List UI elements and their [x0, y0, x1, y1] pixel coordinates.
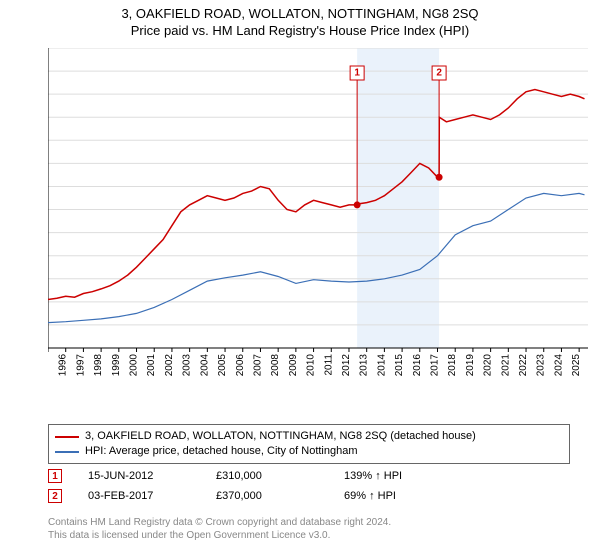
svg-text:1: 1	[354, 68, 360, 79]
svg-text:2016: 2016	[412, 354, 423, 377]
svg-text:2007: 2007	[252, 354, 263, 377]
svg-text:2023: 2023	[536, 354, 547, 377]
svg-text:2022: 2022	[518, 354, 529, 377]
svg-text:2: 2	[436, 68, 442, 79]
footer-attribution: Contains HM Land Registry data © Crown c…	[48, 516, 568, 542]
svg-text:2020: 2020	[483, 354, 494, 377]
svg-text:1995: 1995	[48, 354, 51, 377]
svg-text:2002: 2002	[164, 354, 175, 377]
transaction-pct-2: 69% ↑ HPI	[344, 490, 464, 502]
legend-swatch-price-paid	[55, 436, 79, 438]
legend-box: 3, OAKFIELD ROAD, WOLLATON, NOTTINGHAM, …	[48, 424, 570, 464]
transaction-date-1: 15-JUN-2012	[70, 470, 208, 482]
footer-line-1: Contains HM Land Registry data © Crown c…	[48, 516, 568, 529]
legend-label-hpi: HPI: Average price, detached house, City…	[85, 444, 358, 459]
legend-swatch-hpi	[55, 451, 79, 453]
svg-text:1998: 1998	[93, 354, 104, 377]
svg-text:2015: 2015	[394, 354, 405, 377]
chart-title-address: 3, OAKFIELD ROAD, WOLLATON, NOTTINGHAM, …	[0, 6, 600, 21]
transaction-price-2: £370,000	[216, 490, 336, 502]
svg-text:2003: 2003	[182, 354, 193, 377]
svg-text:2006: 2006	[235, 354, 246, 377]
svg-text:2001: 2001	[146, 354, 157, 377]
svg-text:2008: 2008	[270, 354, 281, 377]
svg-text:2005: 2005	[217, 354, 228, 377]
svg-text:2017: 2017	[430, 354, 441, 377]
svg-text:2018: 2018	[447, 354, 458, 377]
footer-line-2: This data is licensed under the Open Gov…	[48, 529, 568, 542]
transaction-marker-2: 2	[48, 489, 62, 503]
legend-row-2: HPI: Average price, detached house, City…	[55, 444, 563, 459]
svg-text:2024: 2024	[553, 354, 564, 377]
svg-text:2000: 2000	[129, 354, 140, 377]
chart-svg: £0£50K£100K£150K£200K£250K£300K£350K£400…	[48, 48, 588, 378]
chart-area: £0£50K£100K£150K£200K£250K£300K£350K£400…	[48, 48, 588, 378]
svg-text:2012: 2012	[341, 354, 352, 377]
transaction-pct-1: 139% ↑ HPI	[344, 470, 464, 482]
legend-row-1: 3, OAKFIELD ROAD, WOLLATON, NOTTINGHAM, …	[55, 429, 563, 444]
svg-text:2011: 2011	[323, 354, 334, 376]
svg-text:2004: 2004	[199, 354, 210, 377]
svg-text:2010: 2010	[306, 354, 317, 377]
svg-text:2013: 2013	[359, 354, 370, 377]
transaction-date-2: 03-FEB-2017	[70, 490, 208, 502]
svg-text:2014: 2014	[376, 354, 387, 377]
svg-text:2019: 2019	[465, 354, 476, 377]
svg-text:2025: 2025	[571, 354, 582, 377]
svg-text:1996: 1996	[58, 354, 69, 377]
transaction-marker-1: 1	[48, 469, 62, 483]
svg-text:1997: 1997	[75, 354, 86, 377]
chart-title-subtitle: Price paid vs. HM Land Registry's House …	[0, 23, 600, 38]
transaction-row-2: 2 03-FEB-2017 £370,000 69% ↑ HPI	[48, 486, 568, 506]
transaction-row-1: 1 15-JUN-2012 £310,000 139% ↑ HPI	[48, 466, 568, 486]
svg-text:1999: 1999	[111, 354, 122, 377]
transaction-price-1: £310,000	[216, 470, 336, 482]
svg-text:2021: 2021	[500, 354, 511, 377]
chart-title-block: 3, OAKFIELD ROAD, WOLLATON, NOTTINGHAM, …	[0, 0, 600, 38]
svg-text:2009: 2009	[288, 354, 299, 377]
legend-label-price-paid: 3, OAKFIELD ROAD, WOLLATON, NOTTINGHAM, …	[85, 429, 476, 444]
transactions-table: 1 15-JUN-2012 £310,000 139% ↑ HPI 2 03-F…	[48, 466, 568, 506]
